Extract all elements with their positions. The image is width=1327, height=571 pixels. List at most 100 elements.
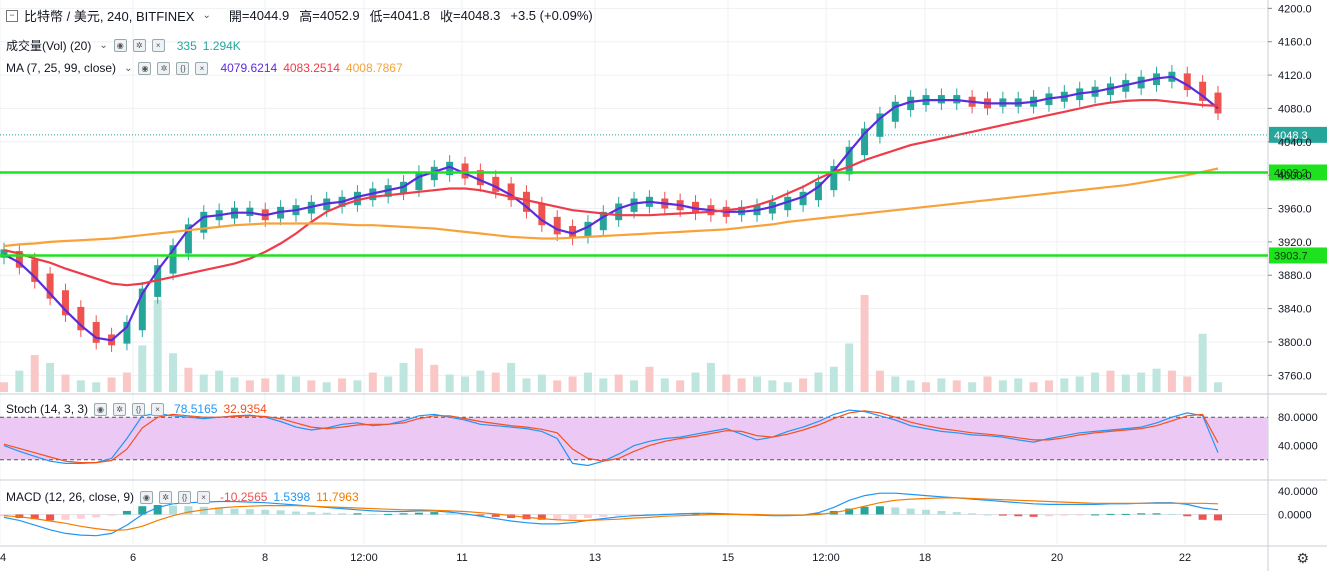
close-icon[interactable]: × — [151, 402, 165, 416]
open-value: 4044.9 — [249, 8, 290, 23]
ma-line-1 — [3, 75, 1219, 342]
macd-histogram-bar — [845, 508, 854, 515]
source-code-icon[interactable]: {} — [178, 490, 192, 504]
price-tick-label: 4160.0 — [1278, 37, 1312, 49]
macd-histogram-bar — [614, 514, 623, 516]
macd-histogram-bar — [30, 514, 39, 520]
macd-histogram-bar — [261, 509, 270, 515]
macd-histogram-bar — [1167, 513, 1176, 515]
candle-body — [46, 273, 54, 299]
stoch-label[interactable]: Stoch (14, 3, 3) — [6, 402, 89, 416]
candle-body — [891, 101, 899, 122]
close-label: 收 — [440, 9, 454, 24]
volume-bar — [1167, 370, 1176, 392]
macd-histogram-bar — [430, 512, 439, 515]
macd-histogram-bar — [445, 513, 454, 515]
close-icon[interactable]: × — [195, 61, 209, 75]
candle-body — [876, 113, 884, 137]
stoch-legend: Stoch (14, 3, 3) ◉ ✲ {} × 78.5165 32.9354 — [0, 402, 273, 416]
volume-bar — [353, 380, 362, 392]
eye-icon[interactable]: ◉ — [94, 402, 108, 416]
macd-histogram-bar — [276, 510, 285, 515]
candle-body — [1214, 92, 1222, 114]
candle-body — [522, 191, 530, 212]
macd-histogram-bar — [630, 514, 639, 516]
candle-body — [907, 96, 915, 111]
volume-bar — [0, 382, 8, 392]
source-code-icon[interactable]: {} — [176, 61, 190, 75]
change-value: +3.5 (+0.09%) — [510, 8, 593, 23]
macd-histogram-bar — [922, 509, 931, 515]
ma-label[interactable]: MA (7, 25, 99, close) — [6, 61, 117, 75]
macd-histogram-bar — [1106, 513, 1115, 515]
volume-bar — [752, 376, 761, 392]
candle-body — [0, 249, 8, 258]
macd-tick-label: 0.0000 — [1278, 509, 1312, 521]
eye-icon[interactable]: ◉ — [113, 39, 127, 52]
settings-gear-icon[interactable]: ⚙ — [1296, 550, 1309, 566]
volume-bar — [92, 382, 101, 392]
chevron-down-icon[interactable]: ⌄ — [99, 40, 108, 51]
macd-histogram-bar — [230, 508, 239, 515]
volume-bar — [1044, 380, 1053, 392]
volume-bar — [568, 376, 577, 392]
symbol-label[interactable]: 比特幣 / 美元, 240, BITFINEX — [24, 9, 195, 24]
volume-bar — [599, 378, 608, 392]
high-value: 4052.9 — [319, 8, 360, 23]
macd-histogram-bar — [307, 512, 316, 515]
volume-bar — [630, 380, 639, 392]
gear-icon[interactable]: ✲ — [159, 490, 173, 504]
candle-body — [15, 251, 23, 268]
volume-bar — [676, 380, 685, 392]
macd-label[interactable]: MACD (12, 26, close, 9) — [6, 490, 135, 504]
eye-icon[interactable]: ◉ — [138, 61, 152, 75]
candle-body — [446, 161, 454, 176]
macd-histogram-bar — [399, 513, 408, 515]
macd-histogram-bar — [414, 512, 423, 515]
volume-bar — [553, 380, 562, 392]
macd-histogram-bar — [368, 513, 377, 515]
macd-signal-line — [3, 497, 1219, 532]
candle-body — [1183, 73, 1191, 91]
macd-histogram-bar — [138, 506, 147, 515]
volume-label[interactable]: 成交量(Vol) (20) — [6, 39, 92, 53]
close-icon[interactable]: × — [197, 490, 211, 504]
close-icon[interactable]: × — [151, 39, 165, 52]
ma-legend: MA (7, 25, 99, close) ⌄ ◉ ✲{} × 4079.6214 … — [0, 61, 409, 75]
gear-icon[interactable]: ✲ — [113, 402, 127, 416]
macd-histogram-bar — [599, 514, 608, 517]
chevron-down-icon[interactable]: ⌄ — [124, 62, 133, 74]
volume-bar — [46, 362, 55, 392]
volume-bar — [384, 376, 393, 392]
eye-icon[interactable]: ◉ — [140, 490, 154, 504]
hline-price-label: 3903.7 — [1274, 250, 1308, 262]
volume-bar — [1060, 378, 1069, 392]
macd-histogram-bar — [491, 514, 500, 517]
volume-bar — [952, 380, 961, 392]
candle-body — [61, 290, 69, 316]
candle-body — [1199, 81, 1207, 101]
candle-body — [553, 216, 561, 235]
ma7-value: 4079.6214 — [220, 61, 278, 75]
macd-histogram-bar — [1014, 514, 1023, 517]
volume-bar — [15, 370, 24, 392]
close-value: 4048.3 — [460, 8, 501, 23]
macd-histogram-bar — [322, 512, 331, 515]
chevron-down-icon[interactable]: ⌄ — [202, 10, 211, 21]
gear-icon[interactable]: ✲ — [157, 61, 171, 75]
candle-body — [415, 171, 423, 191]
macd-histogram-value: -10.2565 — [220, 490, 268, 504]
macd-histogram-bar — [353, 513, 362, 515]
source-code-icon[interactable]: {} — [132, 402, 146, 416]
gear-icon[interactable]: ✲ — [132, 39, 146, 52]
collapse-icon[interactable]: − — [6, 9, 18, 22]
volume-bar — [645, 366, 654, 392]
low-value: 4041.8 — [390, 8, 430, 23]
price-tick-label: 3760.0 — [1278, 370, 1312, 382]
macd-histogram-bar — [537, 514, 546, 520]
volume-bar — [276, 374, 285, 392]
candle-body — [138, 288, 146, 331]
volume-bar — [184, 367, 193, 392]
macd-legend: MACD (12, 26, close, 9) ◉ ✲ {} × -10.2565 1… — [0, 490, 365, 504]
